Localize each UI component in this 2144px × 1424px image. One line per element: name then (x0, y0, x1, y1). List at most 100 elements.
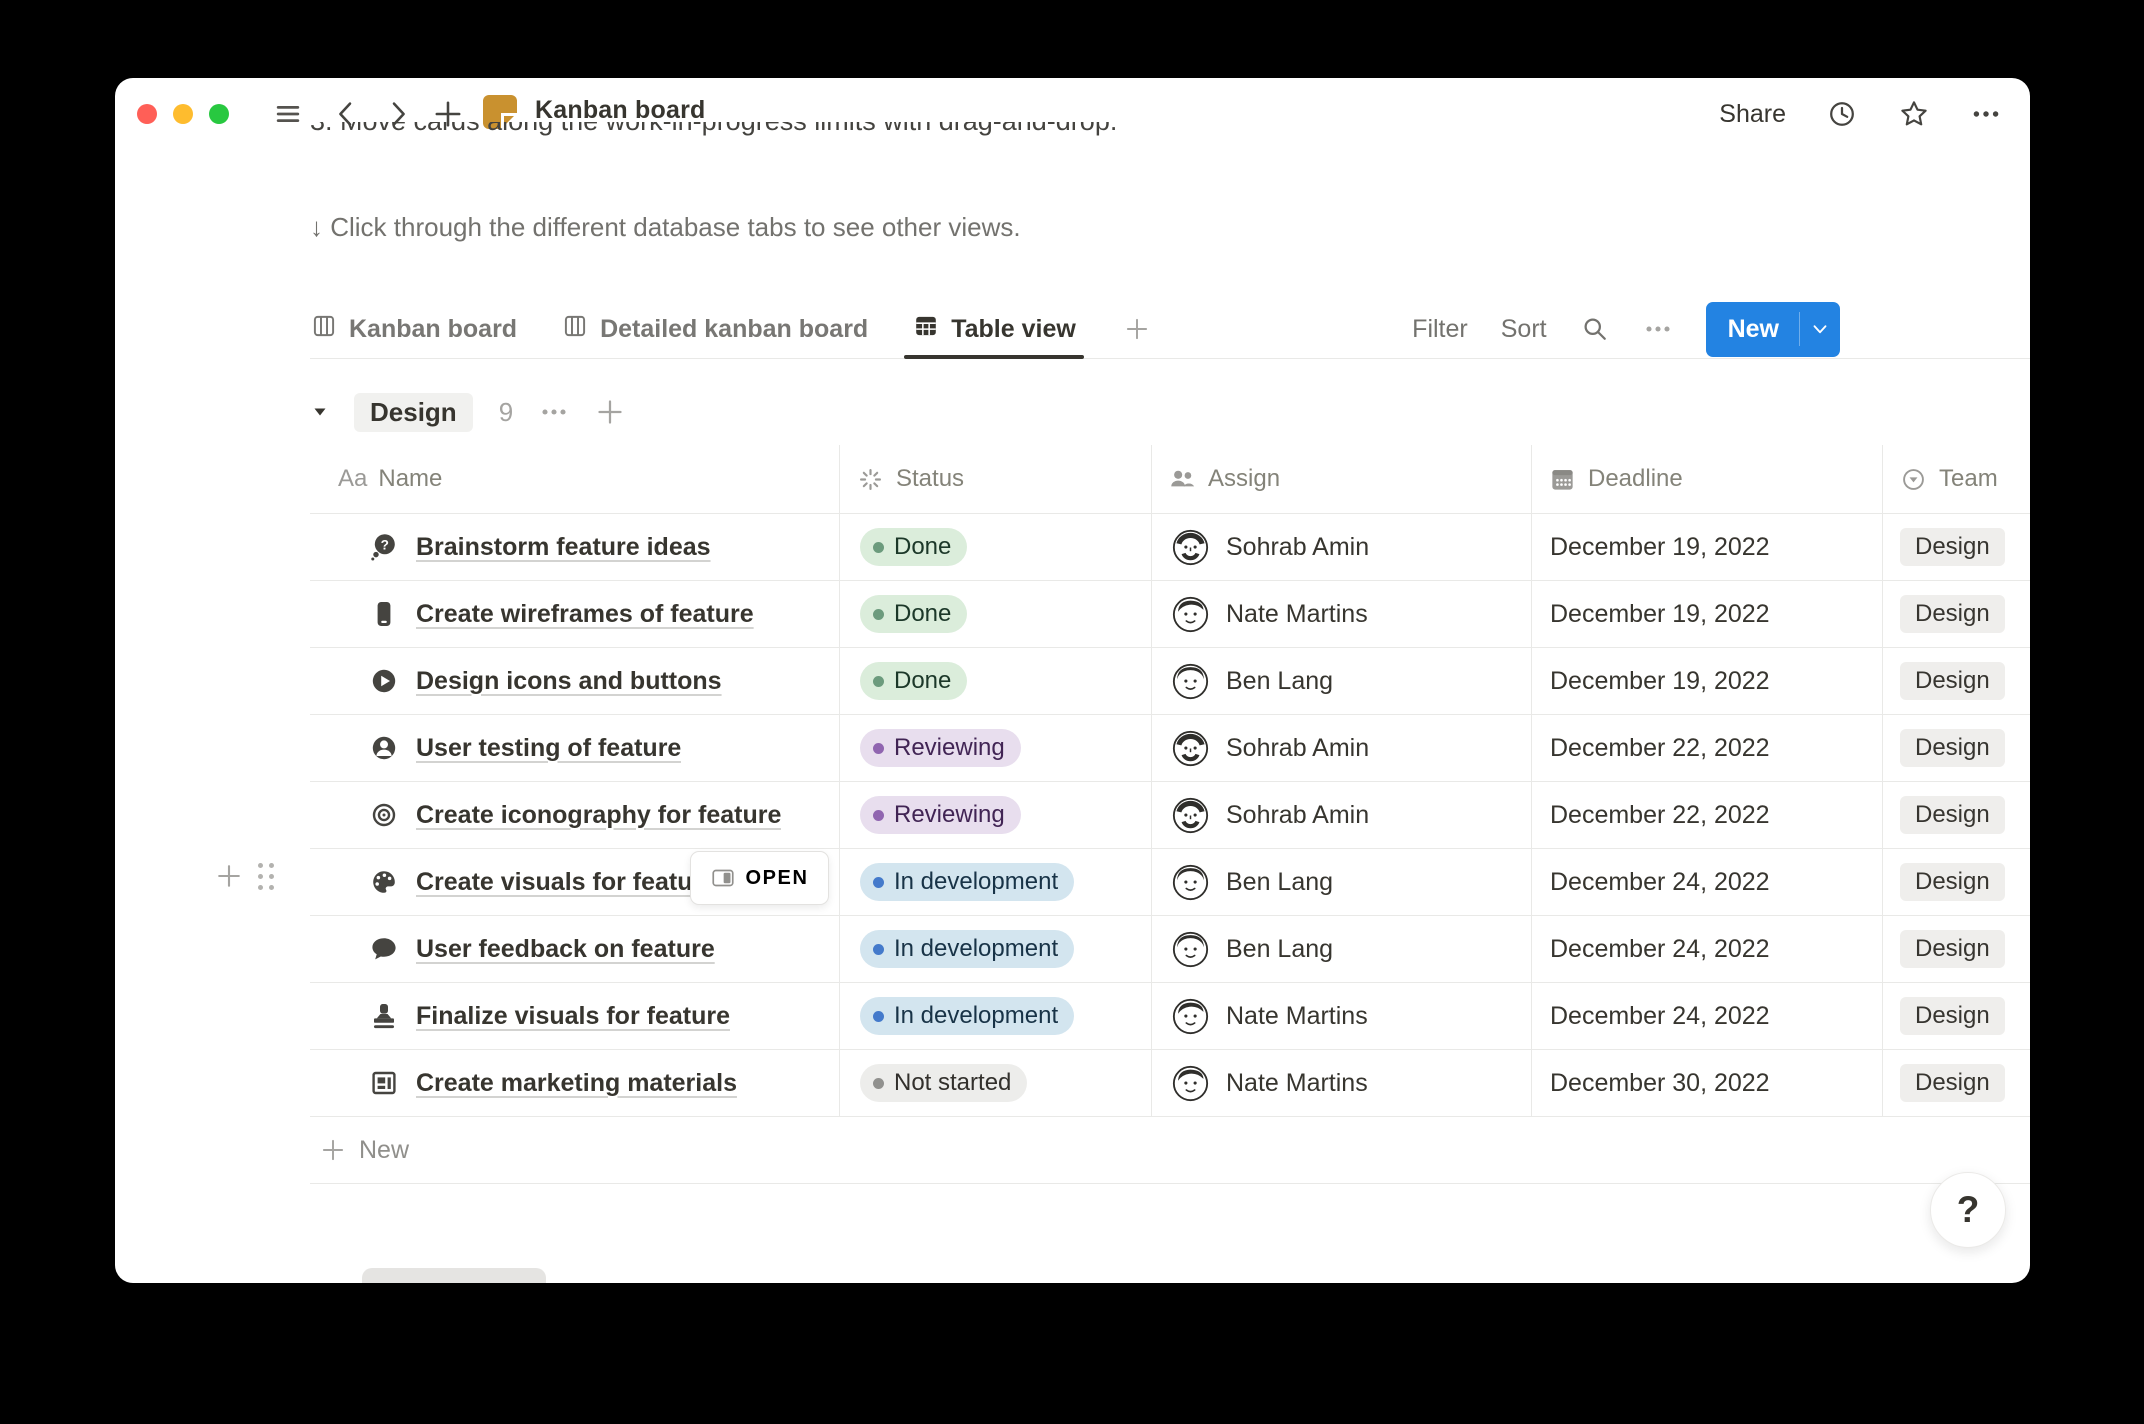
table-row[interactable]: Design icons and buttons Done Ben Lang Dece… (310, 648, 2030, 715)
column-header-status[interactable]: Status (840, 445, 1152, 513)
deadline-cell[interactable]: December 22, 2022 (1532, 782, 1883, 848)
group-add-icon[interactable] (595, 397, 625, 427)
task-title-link[interactable]: User testing of feature (416, 733, 682, 762)
new-button[interactable]: New (1705, 301, 1840, 357)
status-cell[interactable]: Not started (840, 1050, 1152, 1116)
status-cell[interactable]: Reviewing (840, 782, 1152, 848)
table-row[interactable]: User feedback on feature In development Be… (310, 916, 2030, 983)
status-cell[interactable]: Done (840, 581, 1152, 647)
task-title-link[interactable]: Finalize visuals for feature (416, 1001, 730, 1030)
status-cell[interactable]: Done (840, 514, 1152, 580)
more-options-icon[interactable] (1970, 98, 2002, 130)
new-row-button[interactable]: New (310, 1117, 2030, 1184)
updates-clock-icon[interactable] (1826, 98, 1858, 130)
assign-cell[interactable]: Nate Martins (1152, 983, 1532, 1049)
assign-cell[interactable]: Nate Martins (1152, 1050, 1532, 1116)
task-name-cell[interactable]: User testing of feature (310, 715, 840, 781)
add-view-icon[interactable] (1124, 316, 1150, 342)
task-title-link[interactable]: Create visuals for feature (416, 867, 717, 896)
team-cell[interactable]: Design (1883, 715, 2030, 781)
task-title-link[interactable]: Create marketing materials (416, 1068, 737, 1097)
assign-cell[interactable]: Sohrab Amin (1152, 782, 1532, 848)
page-title[interactable]: Kanban board (535, 96, 706, 124)
table-row[interactable]: Create marketing materials Not started Nat… (310, 1050, 2030, 1117)
group-name-badge[interactable]: Design (354, 392, 473, 432)
column-header-assign[interactable]: Assign (1152, 445, 1532, 513)
team-cell[interactable]: Design (1883, 1050, 2030, 1116)
insert-row-plus-icon[interactable] (215, 862, 243, 890)
task-title-link[interactable]: User feedback on feature (416, 934, 715, 963)
status-cell[interactable]: In development (840, 983, 1152, 1049)
task-name-cell[interactable]: Design icons and buttons (310, 648, 840, 714)
favorite-star-icon[interactable] (1898, 98, 1930, 130)
task-name-cell[interactable]: Create wireframes of feature (310, 581, 840, 647)
status-label: Reviewing (894, 801, 1005, 828)
collapse-triangle-icon[interactable] (310, 402, 330, 422)
team-cell[interactable]: Design (1883, 648, 2030, 714)
assign-cell[interactable]: Sohrab Amin (1152, 715, 1532, 781)
zoom-window-button[interactable] (209, 104, 229, 124)
group-options-icon[interactable] (539, 397, 569, 427)
column-header-name[interactable]: Aa Name (310, 445, 840, 513)
task-title-link[interactable]: Create wireframes of feature (416, 599, 754, 628)
table-row[interactable]: Create wireframes of feature Done Nate Mar… (310, 581, 2030, 648)
search-icon[interactable] (1580, 314, 1610, 344)
tab-table-view[interactable]: Table view (904, 300, 1084, 359)
deadline-cell[interactable]: December 22, 2022 (1532, 715, 1883, 781)
close-window-button[interactable] (137, 104, 157, 124)
assign-cell[interactable]: Nate Martins (1152, 581, 1532, 647)
assign-cell[interactable]: Ben Lang (1152, 916, 1532, 982)
team-cell[interactable]: Design (1883, 916, 2030, 982)
new-page-icon[interactable] (432, 98, 464, 130)
task-title-link[interactable]: Design icons and buttons (416, 666, 722, 695)
deadline-cell[interactable]: December 24, 2022 (1532, 983, 1883, 1049)
forward-icon[interactable] (382, 98, 414, 130)
table-row[interactable]: Create iconography for feature Reviewing S… (310, 782, 2030, 849)
task-name-cell[interactable]: Create visuals for feature (310, 849, 840, 915)
view-options-icon[interactable] (1643, 314, 1673, 344)
hamburger-menu-icon[interactable] (272, 98, 304, 130)
assign-cell[interactable]: Ben Lang (1152, 849, 1532, 915)
status-cell[interactable]: In development (840, 849, 1152, 915)
tab-kanban-board[interactable]: Kanban board (310, 300, 517, 358)
deadline-cell[interactable]: December 19, 2022 (1532, 648, 1883, 714)
deadline-cell[interactable]: December 30, 2022 (1532, 1050, 1883, 1116)
open-side-peek-button[interactable]: OPEN (690, 851, 829, 905)
status-cell[interactable]: Reviewing (840, 715, 1152, 781)
team-cell[interactable]: Design (1883, 514, 2030, 580)
drag-handle-icon[interactable] (257, 861, 275, 891)
deadline-cell[interactable]: December 19, 2022 (1532, 514, 1883, 580)
team-cell[interactable]: Design (1883, 581, 2030, 647)
deadline-cell[interactable]: December 24, 2022 (1532, 849, 1883, 915)
task-title-link[interactable]: Brainstorm feature ideas (416, 532, 711, 561)
table-row[interactable]: Finalize visuals for feature In developme… (310, 983, 2030, 1050)
task-title-link[interactable]: Create iconography for feature (416, 800, 782, 829)
table-row[interactable]: Create visuals for feature In development… (310, 849, 2030, 916)
share-button[interactable]: Share (1719, 99, 1786, 128)
deadline-cell[interactable]: December 19, 2022 (1532, 581, 1883, 647)
tab-detailed-kanban-board[interactable]: Detailed kanban board (561, 300, 868, 358)
task-name-cell[interactable]: Create iconography for feature (310, 782, 840, 848)
task-name-cell[interactable]: Create marketing materials (310, 1050, 840, 1116)
chevron-down-icon[interactable] (1800, 318, 1840, 340)
status-cell[interactable]: In development (840, 916, 1152, 982)
assign-cell[interactable]: Ben Lang (1152, 648, 1532, 714)
column-header-team[interactable]: Team (1883, 445, 2030, 513)
table-row[interactable]: User testing of feature Reviewing Sohrab A… (310, 715, 2030, 782)
minimize-window-button[interactable] (173, 104, 193, 124)
assign-cell[interactable]: Sohrab Amin (1152, 514, 1532, 580)
team-cell[interactable]: Design (1883, 983, 2030, 1049)
task-name-cell[interactable]: User feedback on feature (310, 916, 840, 982)
team-cell[interactable]: Design (1883, 849, 2030, 915)
column-header-deadline[interactable]: Deadline (1532, 445, 1883, 513)
back-icon[interactable] (330, 98, 362, 130)
task-name-cell[interactable]: ? Brainstorm feature ideas (310, 514, 840, 580)
status-cell[interactable]: Done (840, 648, 1152, 714)
help-button[interactable]: ? (1930, 1172, 2006, 1248)
team-cell[interactable]: Design (1883, 782, 2030, 848)
table-row[interactable]: ? Brainstorm feature ideas Done Sohrab Amin… (310, 514, 2030, 581)
filter-button[interactable]: Filter (1412, 314, 1468, 343)
sort-button[interactable]: Sort (1500, 314, 1547, 343)
deadline-cell[interactable]: December 24, 2022 (1532, 916, 1883, 982)
task-name-cell[interactable]: Finalize visuals for feature (310, 983, 840, 1049)
